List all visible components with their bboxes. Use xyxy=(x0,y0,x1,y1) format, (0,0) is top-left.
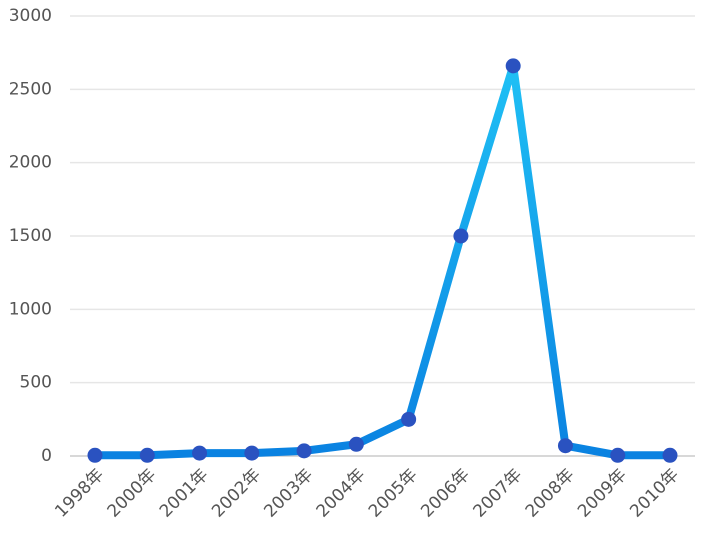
marker xyxy=(87,447,103,463)
y-tick-label: 500 xyxy=(20,373,52,393)
x-tick-label: 2001年 xyxy=(156,465,213,522)
x-tick-label: 2007年 xyxy=(469,465,526,522)
y-tick-label: 1500 xyxy=(9,226,52,246)
marker xyxy=(610,447,626,463)
marker xyxy=(139,447,155,463)
marker xyxy=(557,438,573,454)
x-tick-label: 2010年 xyxy=(626,465,683,522)
y-tick-label: 1000 xyxy=(9,299,52,319)
y-tick-label: 0 xyxy=(41,446,52,466)
marker xyxy=(192,445,208,461)
marker xyxy=(348,436,364,452)
marker xyxy=(401,411,417,427)
marker xyxy=(453,228,469,244)
x-tick-label: 2008年 xyxy=(522,465,579,522)
marker xyxy=(296,443,312,459)
x-tick-label: 2002年 xyxy=(208,465,265,522)
x-tick-label: 2003年 xyxy=(260,465,317,522)
x-tick-label: 1998年 xyxy=(51,465,108,522)
y-tick-label: 2500 xyxy=(9,79,52,99)
y-tick-label: 3000 xyxy=(9,6,52,26)
x-tick-label: 2009年 xyxy=(574,465,631,522)
y-tick-label: 2000 xyxy=(9,153,52,173)
x-tick-label: 2006年 xyxy=(417,465,474,522)
marker xyxy=(505,58,521,74)
x-tick-label: 2004年 xyxy=(313,465,370,522)
x-tick-label: 2005年 xyxy=(365,465,422,522)
marker xyxy=(244,445,260,461)
marker xyxy=(662,447,678,463)
line xyxy=(91,61,674,460)
x-tick-label: 2000年 xyxy=(104,465,161,522)
